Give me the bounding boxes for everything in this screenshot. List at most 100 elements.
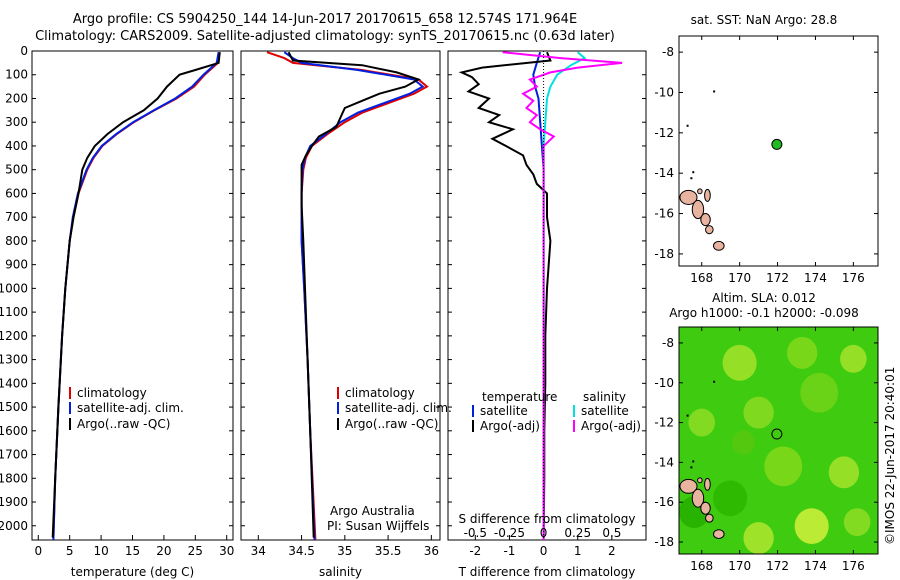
temperature-xtick-label: 25 xyxy=(188,544,203,558)
depth-tick-label: 800 xyxy=(5,234,28,248)
salinity-legend-label: climatology xyxy=(345,386,415,400)
sla-map-sla-patch xyxy=(787,336,818,369)
salinity-plot-frame xyxy=(240,50,441,541)
diff-legend-temperature-title: temperature xyxy=(482,390,557,404)
sst-map-islet xyxy=(686,124,689,127)
sla-map-sla-patch xyxy=(843,508,871,537)
sla-map-sla-patch xyxy=(722,344,757,381)
sla-map-xtick-label: 174 xyxy=(804,559,827,573)
sst-map-float-marker xyxy=(771,138,783,150)
sla-map-islet xyxy=(686,414,689,417)
sst-map-xtick-label: 176 xyxy=(842,271,865,285)
sla-map-xtick-label: 172 xyxy=(766,559,789,573)
salinity-xtick-label: 34.5 xyxy=(288,544,315,558)
depth-tick-label: 200 xyxy=(5,91,28,105)
salinity-diff-tick-label: -0.5 xyxy=(464,526,487,540)
sst-map-island xyxy=(704,188,711,202)
sla-map-sla-patch xyxy=(828,456,860,489)
salinity-diff-tick-label: 0.25 xyxy=(564,526,591,540)
salinity-diff-tick-label: 0 xyxy=(540,526,548,540)
temperature-xtick-label: 20 xyxy=(156,544,171,558)
depth-tick-label: 600 xyxy=(5,186,28,200)
depth-tick-label: 1600 xyxy=(0,424,28,438)
salinity-series-line xyxy=(266,51,429,541)
sst-map-xtick-label: 168 xyxy=(690,271,713,285)
sla-map-islet xyxy=(692,460,695,463)
depth-tick-label: 1700 xyxy=(0,448,28,462)
depth-tick-label: 1500 xyxy=(0,400,28,414)
salinity-series-line xyxy=(287,51,421,538)
sla-map-frame xyxy=(678,326,879,555)
sla-map-islet xyxy=(690,466,693,469)
sst-map-island xyxy=(691,199,705,220)
salinity-xtick-label: 36 xyxy=(424,544,439,558)
sst-map-island xyxy=(705,225,714,235)
diff-legend-label: satellite xyxy=(480,404,528,418)
difference-series-line xyxy=(502,51,623,540)
sla-map-sla-patch xyxy=(743,522,774,554)
depth-tick-label: 1200 xyxy=(0,329,28,343)
sla-map-sla-patch xyxy=(743,396,774,429)
sla-map-sla-patch xyxy=(800,372,839,413)
temperature-xlabel: temperature (deg C) xyxy=(71,565,194,579)
sst-map-ytick-label: -18 xyxy=(654,247,674,261)
imos-watermark: ©IMOS 22-Jun-2017 20:40:01 xyxy=(883,366,897,545)
chart-title-line-2: Climatology: CARS2009. Satellite-adjuste… xyxy=(35,29,615,44)
depth-tick-label: 400 xyxy=(5,139,28,153)
sst-map-frame xyxy=(678,35,879,267)
sla-map-ytick-label: -14 xyxy=(654,455,674,469)
sst-map-islet xyxy=(713,90,716,93)
sla-map-sla-patch xyxy=(732,430,755,455)
sla-map-float-marker xyxy=(771,428,783,440)
salinity-diff-tick-label: -0.25 xyxy=(494,526,525,540)
diff-legend-label: satellite xyxy=(581,404,629,418)
temperature-xtick-label: 15 xyxy=(125,544,140,558)
depth-tick-label: 100 xyxy=(5,68,28,82)
sla-map-ytick-label: -16 xyxy=(654,495,674,509)
depth-tick-label: 700 xyxy=(5,210,28,224)
temperature-series-line xyxy=(51,52,221,538)
sla-map-island xyxy=(704,477,711,491)
sst-map-ytick-label: -14 xyxy=(654,166,674,180)
sla-map-title-line-2: Argo h1000: -0.1 h2000: -0.098 xyxy=(669,306,859,320)
salinity-legend-label: Argo(..raw -QC) xyxy=(345,417,438,431)
difference-xtick-label: 1 xyxy=(574,544,582,558)
sla-map-islet xyxy=(713,380,716,383)
temperature-legend-label: climatology xyxy=(77,386,147,400)
sst-map-title: sat. SST: NaN Argo: 28.8 xyxy=(691,13,838,27)
sla-map-xtick-label: 176 xyxy=(842,559,865,573)
sla-map-sla-patch xyxy=(840,344,867,373)
sst-map-xtick-label: 170 xyxy=(728,271,751,285)
difference-series-line xyxy=(458,51,552,538)
sst-map-islet xyxy=(690,177,693,180)
temperature-legend-label: Argo(..raw -QC) xyxy=(77,417,170,431)
temperature-series-line xyxy=(52,52,220,541)
temperature-xtick-label: 0 xyxy=(34,544,42,558)
depth-tick-label: 900 xyxy=(5,258,28,272)
salinity-diff-tick-label: 0.5 xyxy=(602,526,621,540)
sla-map-ytick-label: -12 xyxy=(654,416,674,430)
salinity-xlabel: salinity xyxy=(319,565,362,579)
sla-map-sla-patch xyxy=(764,446,803,487)
temperature-xtick-label: 5 xyxy=(66,544,74,558)
sst-map-island xyxy=(712,240,725,251)
depth-tick-label: 500 xyxy=(5,163,28,177)
depth-tick-label: 2000 xyxy=(0,519,28,533)
sla-map-sla-patch xyxy=(688,408,716,437)
difference-xtick-label: 2 xyxy=(608,544,616,558)
depth-tick-label: 1300 xyxy=(0,353,28,367)
sla-map-xtick-label: 168 xyxy=(690,559,713,573)
difference-xtick-label: 0 xyxy=(540,544,548,558)
salinity-xtick-label: 35.5 xyxy=(375,544,402,558)
salinity-legend-label: satellite-adj. clim. xyxy=(345,401,452,415)
sla-map-ytick-label: -8 xyxy=(662,336,674,350)
sst-map-ytick-label: -8 xyxy=(662,45,674,59)
depth-tick-label: 1900 xyxy=(0,495,28,509)
sla-map-title-line-1: Altim. SLA: 0.012 xyxy=(712,291,816,305)
sla-map-island xyxy=(679,478,698,494)
sst-map-xtick-label: 172 xyxy=(766,271,789,285)
temperature-xtick-label: 30 xyxy=(219,544,234,558)
sst-map-xtick-label: 174 xyxy=(804,271,827,285)
sla-map-island xyxy=(691,488,705,508)
